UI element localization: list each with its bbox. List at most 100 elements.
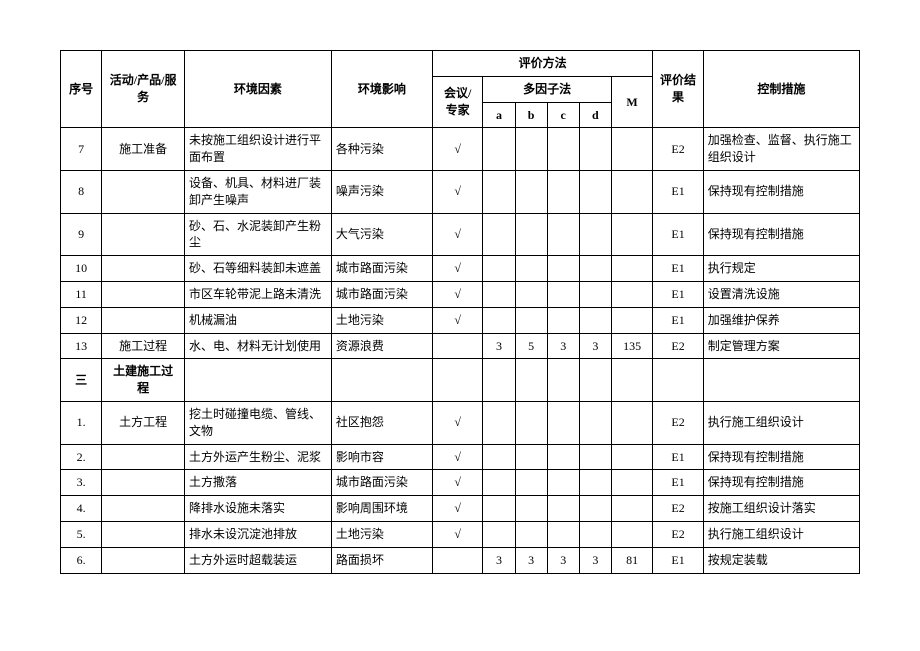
table-row: 5.排水未设沉淀池排放土地污染√E2执行施工组织设计 [61,521,860,547]
cell-activity [102,470,185,496]
cell-d [579,128,611,171]
cell-seq: 11 [61,281,102,307]
cell-d [579,307,611,333]
cell-b [515,359,547,402]
cell-seq: 10 [61,256,102,282]
header-multi: 多因子法 [483,76,612,102]
cell-result: E1 [653,170,704,213]
table-row: 3.土方撒落城市路面污染√E1保持现有控制措施 [61,470,860,496]
cell-control: 保持现有控制措施 [703,170,859,213]
cell-impact [331,359,432,402]
cell-activity: 土建施工过程 [102,359,185,402]
cell-seq: 4. [61,496,102,522]
cell-expert: √ [432,307,483,333]
cell-control: 加强检查、监督、执行施工组织设计 [703,128,859,171]
table-row: 7施工准备未按施工组织设计进行平面布置各种污染√E2加强检查、监督、执行施工组织… [61,128,860,171]
cell-result: E1 [653,281,704,307]
cell-factor: 水、电、材料无计划使用 [184,333,331,359]
cell-control: 按施工组织设计落实 [703,496,859,522]
cell-activity: 施工准备 [102,128,185,171]
cell-expert [432,359,483,402]
table-row: 12机械漏油土地污染√E1加强维护保养 [61,307,860,333]
cell-activity [102,281,185,307]
table-header: 序号 活动/产品/服务 环境因素 环境影响 评价方法 评价结果 控制措施 会议/… [61,51,860,128]
cell-c [547,213,579,256]
cell-result: E1 [653,444,704,470]
cell-control: 保持现有控制措施 [703,470,859,496]
cell-b [515,170,547,213]
cell-m: 81 [611,547,652,573]
cell-activity [102,213,185,256]
cell-expert: √ [432,170,483,213]
cell-impact: 土地污染 [331,521,432,547]
cell-control: 按规定装载 [703,547,859,573]
cell-expert: √ [432,281,483,307]
cell-impact: 噪声污染 [331,170,432,213]
cell-d: 3 [579,333,611,359]
cell-b [515,128,547,171]
cell-control: 执行施工组织设计 [703,401,859,444]
header-control: 控制措施 [703,51,859,128]
cell-activity [102,256,185,282]
cell-c [547,470,579,496]
cell-c: 3 [547,547,579,573]
cell-a [483,307,515,333]
cell-control: 加强维护保养 [703,307,859,333]
cell-d [579,470,611,496]
cell-d: 3 [579,547,611,573]
cell-result: E2 [653,333,704,359]
cell-result: E1 [653,256,704,282]
cell-b: 3 [515,547,547,573]
cell-impact: 影响市容 [331,444,432,470]
cell-factor: 挖土时碰撞电缆、管线、文物 [184,401,331,444]
cell-m [611,470,652,496]
cell-impact: 城市路面污染 [331,281,432,307]
cell-m [611,401,652,444]
cell-m [611,281,652,307]
cell-c [547,307,579,333]
cell-impact: 路面损坏 [331,547,432,573]
cell-activity [102,444,185,470]
cell-m [611,128,652,171]
cell-d [579,496,611,522]
cell-result [653,359,704,402]
cell-expert: √ [432,496,483,522]
table-row: 2.土方外运产生粉尘、泥浆影响市容√E1保持现有控制措施 [61,444,860,470]
cell-c [547,281,579,307]
cell-b [515,521,547,547]
cell-control: 保持现有控制措施 [703,213,859,256]
cell-activity [102,170,185,213]
cell-expert [432,333,483,359]
cell-b [515,213,547,256]
cell-d [579,213,611,256]
cell-factor: 土方外运产生粉尘、泥浆 [184,444,331,470]
cell-seq: 5. [61,521,102,547]
cell-factor: 土方外运时超载装运 [184,547,331,573]
header-m: M [611,76,652,128]
cell-c [547,128,579,171]
cell-d [579,256,611,282]
header-d: d [579,102,611,128]
cell-seq: 6. [61,547,102,573]
cell-a [483,359,515,402]
table-row: 9砂、石、水泥装卸产生粉尘大气污染√E1保持现有控制措施 [61,213,860,256]
cell-expert [432,547,483,573]
table-row: 三土建施工过程 [61,359,860,402]
cell-b [515,496,547,522]
cell-expert: √ [432,470,483,496]
cell-d [579,521,611,547]
cell-control [703,359,859,402]
cell-control: 设置清洗设施 [703,281,859,307]
cell-a [483,256,515,282]
header-c: c [547,102,579,128]
cell-result: E2 [653,496,704,522]
cell-c [547,170,579,213]
cell-m [611,496,652,522]
cell-expert: √ [432,521,483,547]
cell-impact: 各种污染 [331,128,432,171]
header-factor: 环境因素 [184,51,331,128]
cell-factor: 降排水设施未落实 [184,496,331,522]
cell-activity: 施工过程 [102,333,185,359]
cell-b [515,444,547,470]
cell-m [611,521,652,547]
